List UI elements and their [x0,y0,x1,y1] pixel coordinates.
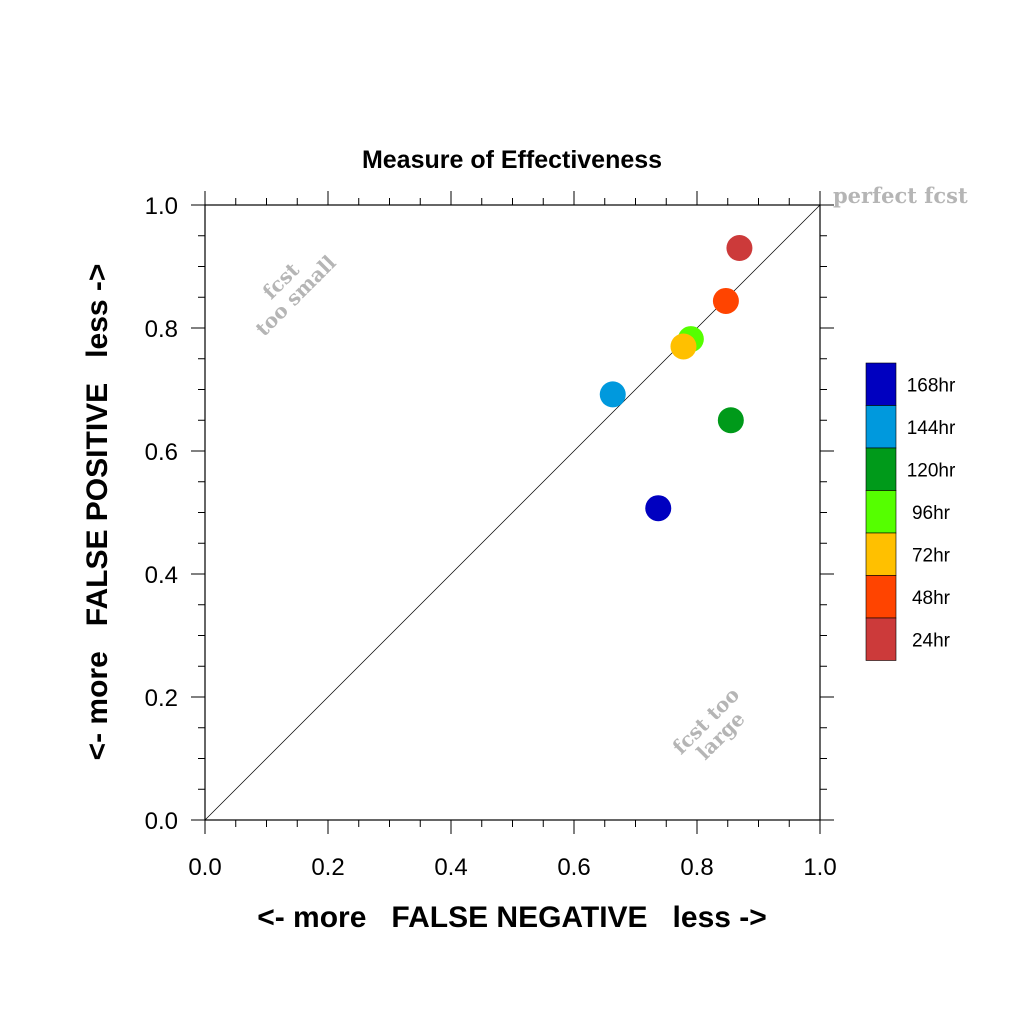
x-tick-label: 0.8 [680,854,713,881]
legend-swatch-120hr [865,447,897,491]
legend-swatch-72hr [865,532,897,576]
x-axis-label: <- more FALSE NEGATIVE less -> [257,901,767,934]
legend-label-24hr: 24hr [912,630,951,651]
x-tick-label: 0.6 [557,854,590,881]
data-point-24hr [726,235,753,262]
x-tick-label: 0.4 [434,854,467,881]
data-point-120hr [717,407,744,434]
y-tick-label: 1.0 [145,193,178,220]
legend-label-48hr: 48hr [912,588,951,609]
perfect-forecast-annotation: perfect fcst [833,183,968,208]
too-small-line-2: too small [251,250,341,340]
too-large-annotation: fcst too large [668,683,750,765]
data-point-168hr [645,495,672,522]
legend-label-96hr: 96hr [912,503,951,524]
y-tick-label: 0.8 [145,316,178,343]
y-tick-label: 0.6 [145,439,178,466]
data-points [599,235,753,522]
y-axis-label: <- more FALSE POSITIVE less -> [81,264,114,761]
x-tick-label: 0.0 [188,854,221,881]
legend-label-120hr: 120hr [907,460,956,481]
legend-swatch-168hr [865,362,897,406]
legend-label-72hr: 72hr [912,545,951,566]
legend-label-168hr: 168hr [907,375,956,396]
axis-tick-labels: 0.0 0.2 0.4 0.6 0.8 1.0 0.0 0.2 0.4 0.6 0.8 1.0 [145,193,837,881]
x-tick-label: 1.0 [803,854,836,881]
chart-title: Measure of Effectiveness [362,146,662,174]
y-tick-label: 0.0 [145,808,178,835]
data-point-72hr [670,333,697,360]
x-tick-label: 0.2 [311,854,344,881]
legend-swatch-96hr [865,490,897,534]
data-point-48hr [712,287,739,314]
legend: 168hr 144hr 120hr 96hr 72hr 48hr 24hr [865,362,956,661]
legend-swatch-24hr [865,617,897,661]
y-tick-label: 0.4 [145,562,178,589]
legend-swatch-48hr [865,575,897,619]
legend-swatch-144hr [865,405,897,449]
axis-ticks [191,191,834,834]
data-point-144hr [599,381,626,408]
legend-label-144hr: 144hr [907,418,956,439]
too-small-annotation: fcst too small [251,250,341,340]
y-tick-label: 0.2 [145,685,178,712]
